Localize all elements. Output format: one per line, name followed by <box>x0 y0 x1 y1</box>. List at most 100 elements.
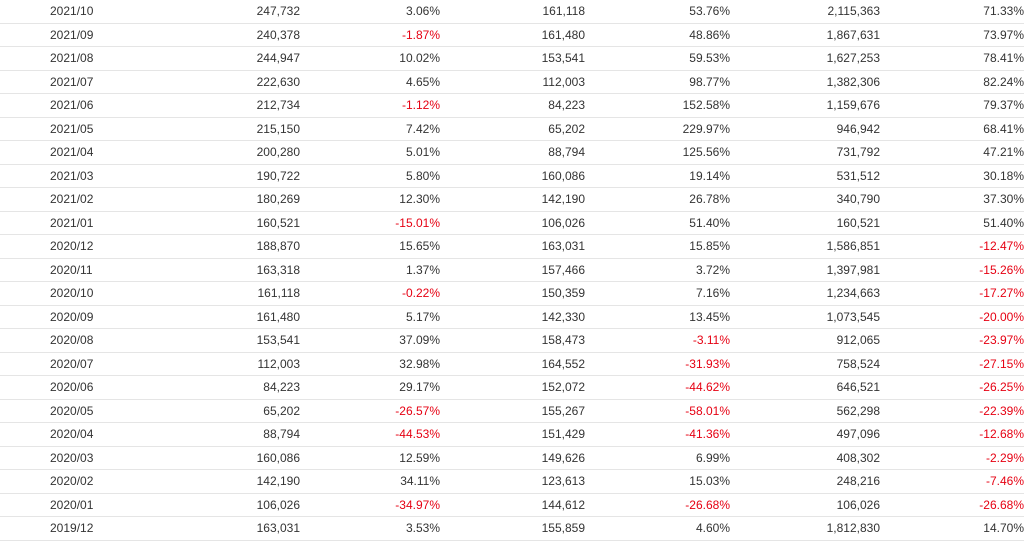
table-row: 2020/11 163,318 1.37% 157,466 3.72% 1,397,981… <box>0 258 1024 282</box>
value-a-cell: 212,734 <box>150 93 300 118</box>
change-b-cell: 59.53% <box>585 46 730 71</box>
cumulative-cell: 106,026 <box>730 493 880 517</box>
change-a-cell: -34.97% <box>300 493 440 517</box>
change-a-cell: 5.80% <box>300 164 440 188</box>
month-cell: 2021/05 <box>0 117 150 141</box>
change-b-cell: 51.40% <box>585 211 730 235</box>
table-row: 2021/01 160,521 -15.01% 106,026 51.40% 160,52… <box>0 211 1024 235</box>
cumulative-cell: 1,159,676 <box>730 93 880 118</box>
change-a-cell: 29.17% <box>300 375 440 400</box>
value-b-cell: 65,202 <box>440 117 585 141</box>
cumulative-change-cell: -7.46% <box>880 469 1024 494</box>
cumulative-change-cell: -15.26% <box>880 258 1024 282</box>
value-b-cell: 112,003 <box>440 70 585 94</box>
value-a-cell: 84,223 <box>150 375 300 400</box>
change-b-cell: 48.86% <box>585 23 730 47</box>
change-b-cell: -44.62% <box>585 375 730 400</box>
change-b-cell: 229.97% <box>585 117 730 141</box>
month-cell: 2020/10 <box>0 281 150 306</box>
value-b-cell: 152,072 <box>440 375 585 400</box>
value-b-cell: 151,429 <box>440 422 585 447</box>
month-cell: 2020/08 <box>0 328 150 353</box>
value-a-cell: 160,086 <box>150 446 300 470</box>
value-a-cell: 215,150 <box>150 117 300 141</box>
month-cell: 2020/03 <box>0 446 150 470</box>
table-row: 2021/09 240,378 -1.87% 161,480 48.86% 1,867,6… <box>0 23 1024 47</box>
value-a-cell: 188,870 <box>150 234 300 259</box>
value-b-cell: 153,541 <box>440 46 585 71</box>
change-b-cell: 26.78% <box>585 187 730 212</box>
cumulative-change-cell: 78.41% <box>880 46 1024 71</box>
change-b-cell: 7.16% <box>585 281 730 306</box>
month-cell: 2020/05 <box>0 399 150 423</box>
cumulative-cell: 912,065 <box>730 328 880 353</box>
table-row: 2020/02 142,190 34.11% 123,613 15.03% 248,216… <box>0 469 1024 494</box>
value-b-cell: 160,086 <box>440 164 585 188</box>
month-cell: 2020/02 <box>0 469 150 494</box>
table-row: 2019/12 163,031 3.53% 155,859 4.60% 1,812,830… <box>0 516 1024 541</box>
cumulative-change-cell: 82.24% <box>880 70 1024 94</box>
cumulative-cell: 248,216 <box>730 469 880 494</box>
table-row: 2021/03 190,722 5.80% 160,086 19.14% 531,512 3… <box>0 164 1024 188</box>
cumulative-cell: 562,298 <box>730 399 880 423</box>
change-a-cell: 15.65% <box>300 234 440 259</box>
month-cell: 2021/09 <box>0 23 150 47</box>
change-b-cell: -3.11% <box>585 328 730 353</box>
month-cell: 2020/11 <box>0 258 150 282</box>
value-b-cell: 149,626 <box>440 446 585 470</box>
table-row: 2020/06 84,223 29.17% 152,072 -44.62% 646,521… <box>0 375 1024 400</box>
month-cell: 2020/09 <box>0 305 150 329</box>
change-a-cell: -1.87% <box>300 23 440 47</box>
cumulative-cell: 1,397,981 <box>730 258 880 282</box>
cumulative-change-cell: -12.47% <box>880 234 1024 259</box>
change-b-cell: 125.56% <box>585 140 730 165</box>
change-a-cell: 12.30% <box>300 187 440 212</box>
cumulative-cell: 946,942 <box>730 117 880 141</box>
change-a-cell: 32.98% <box>300 352 440 376</box>
cumulative-change-cell: -26.25% <box>880 375 1024 400</box>
cumulative-cell: 1,073,545 <box>730 305 880 329</box>
value-b-cell: 150,359 <box>440 281 585 306</box>
value-b-cell: 144,612 <box>440 493 585 517</box>
cumulative-cell: 758,524 <box>730 352 880 376</box>
value-b-cell: 106,026 <box>440 211 585 235</box>
cumulative-change-cell: 68.41% <box>880 117 1024 141</box>
change-b-cell: -58.01% <box>585 399 730 423</box>
value-a-cell: 112,003 <box>150 352 300 376</box>
value-b-cell: 142,190 <box>440 187 585 212</box>
cumulative-cell: 1,234,663 <box>730 281 880 306</box>
cumulative-change-cell: 71.33% <box>880 0 1024 24</box>
cumulative-change-cell: -23.97% <box>880 328 1024 353</box>
month-cell: 2021/06 <box>0 93 150 118</box>
change-a-cell: -15.01% <box>300 211 440 235</box>
table-row: 2021/07 222,630 4.65% 112,003 98.77% 1,382,30… <box>0 70 1024 94</box>
month-cell: 2021/07 <box>0 70 150 94</box>
cumulative-change-cell: -27.15% <box>880 352 1024 376</box>
value-a-cell: 65,202 <box>150 399 300 423</box>
cumulative-cell: 646,521 <box>730 375 880 400</box>
month-cell: 2021/02 <box>0 187 150 212</box>
table-row: 2021/08 244,947 10.02% 153,541 59.53% 1,627,2… <box>0 46 1024 71</box>
value-a-cell: 88,794 <box>150 422 300 447</box>
month-cell: 2020/01 <box>0 493 150 517</box>
cumulative-change-cell: 73.97% <box>880 23 1024 47</box>
table-row: 2020/05 65,202 -26.57% 155,267 -58.01% 562,29… <box>0 399 1024 423</box>
cumulative-cell: 340,790 <box>730 187 880 212</box>
table-row: 2020/07 112,003 32.98% 164,552 -31.93% 758,52… <box>0 352 1024 376</box>
cumulative-change-cell: 37.30% <box>880 187 1024 212</box>
change-b-cell: 15.03% <box>585 469 730 494</box>
value-a-cell: 160,521 <box>150 211 300 235</box>
cumulative-change-cell: 47.21% <box>880 140 1024 165</box>
table-row: 2021/04 200,280 5.01% 88,794 125.56% 731,792 4… <box>0 140 1024 165</box>
value-b-cell: 163,031 <box>440 234 585 259</box>
month-cell: 2021/01 <box>0 211 150 235</box>
change-a-cell: 7.42% <box>300 117 440 141</box>
change-a-cell: -0.22% <box>300 281 440 306</box>
cumulative-cell: 1,586,851 <box>730 234 880 259</box>
change-b-cell: 4.60% <box>585 516 730 541</box>
value-a-cell: 190,722 <box>150 164 300 188</box>
cumulative-change-cell: -12.68% <box>880 422 1024 447</box>
change-b-cell: -26.68% <box>585 493 730 517</box>
month-cell: 2021/03 <box>0 164 150 188</box>
month-cell: 2020/06 <box>0 375 150 400</box>
